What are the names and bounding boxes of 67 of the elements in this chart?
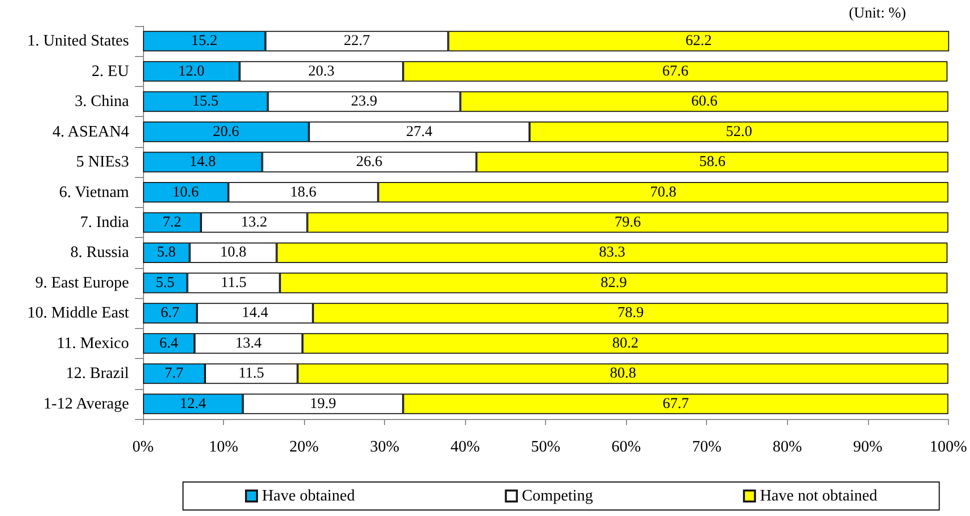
y-tick-label: 2. EU — [92, 62, 130, 80]
text: (Unit: %) — [848, 6, 906, 22]
data-label: 60.6 — [691, 94, 718, 110]
y-tick-label: 10. Middle East — [27, 304, 130, 322]
y-tick-label: 1-12 Average — [44, 395, 129, 412]
data-label: 14.4 — [242, 305, 269, 322]
x-tick-label: 40% — [450, 438, 480, 456]
data-label: 18.6 — [290, 184, 317, 200]
data-label: 67.6 — [662, 63, 689, 80]
data-label: 82.9 — [600, 274, 627, 291]
x-tick-label: 20% — [289, 438, 319, 456]
y-tick-label: 3. China — [74, 93, 129, 110]
data-label: 6.4 — [159, 335, 179, 352]
data-label: 20.3 — [308, 63, 335, 80]
data-label: 19.9 — [310, 396, 336, 412]
data-label: 15.2 — [191, 33, 218, 50]
data-label: 12.4 — [180, 396, 207, 412]
data-label: 20.6 — [212, 124, 240, 140]
x-tick-label: 100% — [930, 438, 967, 456]
y-tick-label: 12. Brazil — [66, 365, 130, 382]
y-tick-label: 11. Mexico — [56, 334, 129, 352]
data-label: 10.8 — [220, 244, 246, 261]
data-label: 7.7 — [164, 366, 184, 382]
data-label: 83.3 — [598, 244, 626, 261]
data-label: 80.2 — [612, 335, 639, 352]
data-label: 79.6 — [614, 214, 642, 230]
data-label: 67.7 — [662, 396, 690, 412]
y-tick-label: 8. Russia — [70, 244, 129, 262]
data-label: 13.4 — [235, 335, 262, 352]
data-label: 52.0 — [726, 124, 752, 140]
x-tick-label: 30% — [370, 438, 400, 456]
data-label: 70.8 — [650, 184, 676, 200]
data-label: 5.8 — [156, 244, 176, 261]
y-tick-label: 5 NIEs3 — [76, 154, 129, 171]
data-label: 78.9 — [618, 305, 644, 322]
x-tick-label: 60% — [612, 438, 641, 456]
y-tick-label: 1. United States — [27, 32, 129, 50]
x-tick-label: 90% — [853, 438, 882, 456]
y-tick-label: 4. ASEAN4 — [52, 123, 129, 140]
x-tick-label: 80% — [772, 438, 802, 456]
data-label: 23.9 — [350, 94, 378, 110]
data-label: 6.7 — [160, 305, 180, 322]
x-tick-label: 10% — [208, 438, 238, 456]
data-label: 26.6 — [356, 154, 383, 170]
data-label: 80.8 — [610, 366, 636, 382]
legend-label: Have not obtained — [760, 488, 878, 504]
data-label: 13.2 — [241, 214, 268, 230]
data-label: 11.5 — [220, 274, 246, 291]
data-label: 5.5 — [156, 274, 175, 291]
data-label: 15.5 — [192, 94, 219, 110]
data-label: 27.4 — [406, 124, 433, 140]
data-label: 7.2 — [162, 214, 182, 230]
x-tick-label: 70% — [692, 438, 722, 456]
y-tick-label: 7. India — [80, 214, 129, 231]
data-label: 10.6 — [172, 184, 200, 200]
y-tick-label: 6. Vietnam — [59, 184, 130, 201]
data-label: 12.0 — [178, 63, 204, 80]
x-tick-label: 50% — [531, 438, 560, 456]
data-label: 58.6 — [699, 154, 726, 170]
legend-label: Competing — [522, 488, 593, 504]
data-label: 11.5 — [238, 366, 264, 382]
data-label: 62.2 — [686, 33, 712, 50]
x-tick-label: 0% — [132, 438, 154, 456]
legend-label: Have obtained — [262, 488, 355, 504]
data-label: 14.8 — [189, 154, 216, 170]
y-tick-label: 9. East Europe — [35, 274, 129, 292]
data-label: 22.7 — [344, 33, 370, 50]
